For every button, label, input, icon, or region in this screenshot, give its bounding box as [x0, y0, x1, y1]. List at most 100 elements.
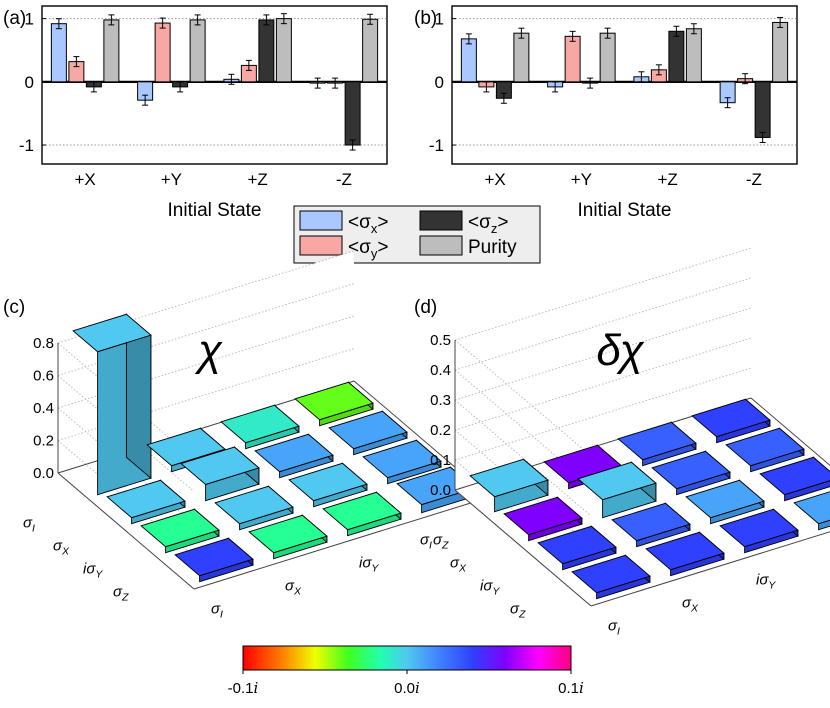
bar3d-cell: [328, 410, 408, 456]
axis-label-sub: Z: [518, 609, 526, 621]
bar3d-top-face: [294, 381, 374, 421]
bar3d-cell: [469, 458, 549, 513]
x-tick-label: +Z: [657, 170, 677, 189]
x-tick-label: +Y: [161, 170, 182, 189]
bar3d-top-face: [617, 421, 697, 461]
bar3d-cell: [362, 439, 442, 485]
legend-label-sub: y: [371, 246, 378, 261]
row-tick-label: σI: [420, 532, 432, 552]
y-tick-label: 0: [435, 73, 444, 92]
row-axis: [454, 489, 592, 607]
bar3d-top-face: [691, 398, 771, 438]
bar3d-top-face: [248, 514, 328, 554]
bar3d-top-face: [106, 479, 186, 519]
colorbar-tick-number: 0.1: [558, 680, 579, 697]
legend-label-tail: >: [377, 237, 388, 258]
x-tick-label: +X: [74, 170, 95, 189]
bar3d-top-face: [725, 427, 805, 467]
z-tick-label: 0.5: [430, 332, 451, 349]
bar3d-cell: [106, 479, 186, 525]
col-tick-label: iσY: [359, 555, 379, 575]
bar3d-top-face: [537, 525, 617, 565]
axis-label-main: σ: [285, 578, 295, 595]
bar3d-cell: [537, 525, 617, 571]
z-tick-label: 0.2: [33, 433, 54, 450]
axis-label-main: σ: [53, 538, 63, 555]
row-tick-label: σI: [23, 515, 35, 535]
axis-label-sub: X: [293, 586, 302, 598]
legend-swatch-pur: [419, 235, 463, 256]
row-tick-label: iσY: [83, 561, 103, 581]
legend-swatch-sy: [299, 235, 343, 256]
legend-label-pur: Purity: [468, 237, 517, 258]
bar3d-chart-d: 0.50.40.30.20.10.0σIσXiσYσZσIσXiσYσZδχ: [420, 247, 830, 638]
bar-chart-b: 1 0 -1 +X +Y +Z -Z Initial State: [429, 5, 798, 221]
z-grid-back: [454, 247, 752, 341]
legend-label-tail: >: [497, 212, 508, 233]
bar3d-cell: [214, 485, 294, 531]
bar3d-top-face: [577, 461, 657, 501]
axis-label-main: σ: [211, 601, 221, 618]
bar: [103, 19, 120, 83]
axis-label-sub: Y: [371, 563, 379, 575]
x-axis-label: Initial State: [168, 200, 262, 221]
x-tick-label: +Y: [571, 170, 592, 189]
plot-frame: [451, 5, 798, 165]
col-tick-label: σI: [608, 618, 620, 638]
bar3d-top-face: [328, 410, 408, 450]
bar: [564, 35, 581, 83]
colorbar-tick-unit: i: [579, 679, 584, 697]
z-tick-label: 0.8: [33, 335, 54, 352]
bar: [258, 19, 275, 83]
z-grid-back: [57, 315, 355, 409]
axis-label-sub: I: [32, 523, 35, 535]
bar3d-top-face: [469, 458, 549, 498]
axis-label-sub: I: [429, 540, 432, 552]
y-tick-label: -1: [429, 136, 444, 155]
bar: [50, 23, 67, 83]
z-grid-back: [454, 277, 752, 371]
axis-label-sub: X: [61, 546, 70, 558]
col-tick-label: σI: [211, 601, 223, 621]
bar3d-cell: [503, 496, 583, 542]
colorbar-tick-unit: i: [254, 679, 259, 697]
axis-label-sub: X: [458, 563, 467, 575]
row-axis: [57, 472, 195, 590]
bar3d-top-face: [611, 502, 691, 542]
legend-swatch-sz: [419, 210, 463, 231]
bar3d-top-face: [288, 462, 368, 502]
row-tick-label: σZ: [113, 584, 129, 604]
panel-label-b: (b): [414, 8, 437, 29]
x-tick-label: -Z: [746, 170, 762, 189]
bar3d-cell: [759, 456, 830, 502]
axis-label-sub: Y: [768, 580, 776, 592]
bar3d-front-face: [784, 480, 830, 502]
bar: [513, 32, 530, 83]
z-grid-back: [57, 348, 355, 441]
z-tick-label: 0.6: [33, 368, 54, 385]
bar3d-cell: [140, 508, 220, 554]
axis-label-main: σ: [420, 532, 430, 549]
axis-label-main: σ: [433, 532, 443, 549]
bar3d-top-face: [719, 508, 799, 548]
x-tick-label: -Z: [336, 170, 352, 189]
axis-label-main: σ: [23, 515, 33, 532]
axis-label-main: iσ: [480, 578, 493, 595]
bar3d-front-face: [818, 519, 830, 531]
bar: [362, 18, 379, 83]
x-tick-label: +X: [484, 170, 505, 189]
bar-chart-a: 1 0 -1 +X +Y +Z -Z Initial State: [19, 5, 388, 221]
legend-label-sub: x: [371, 221, 378, 236]
y-tick-label: 1: [25, 10, 34, 29]
bar3d-cell: [294, 381, 374, 427]
col-tick-label: iσY: [756, 572, 776, 592]
y-tick-label: 1: [435, 10, 444, 29]
z-tick-label: 0.3: [430, 392, 451, 409]
chart-title: δχ: [596, 326, 644, 375]
z-tick-label: 0.4: [430, 362, 451, 379]
bar3d-cell: [72, 313, 152, 496]
legend-label-sz: <σz>: [468, 212, 508, 236]
colorbar-tick-label: 0.0i: [394, 679, 420, 697]
panel-label-a: (a): [3, 8, 26, 29]
panel-label-d: (d): [414, 297, 437, 318]
